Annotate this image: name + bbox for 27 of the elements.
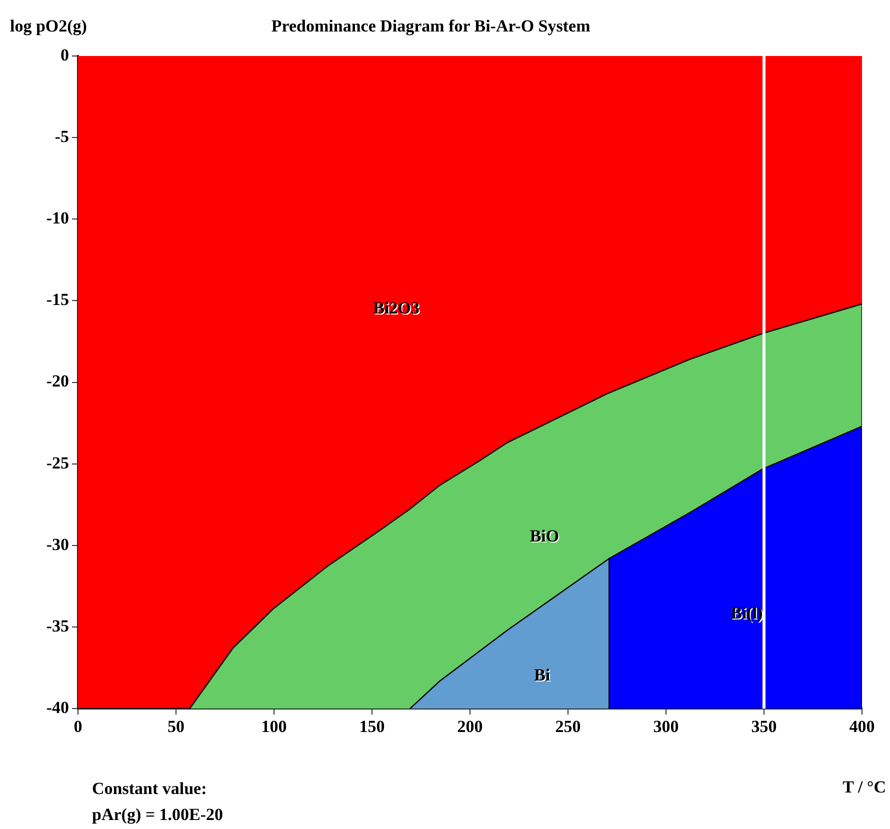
y-tick-label: -10: [46, 208, 69, 228]
x-tick-label: 100: [261, 717, 287, 736]
y-axis-title: log pO2(g): [10, 16, 87, 36]
text: Constant value:: [92, 778, 208, 800]
x-tick-label: 300: [653, 717, 679, 736]
y-tick-label: -5: [54, 126, 69, 146]
y-tick-label: -15: [46, 290, 69, 310]
text: pAr(g) = 1.00E-20: [92, 804, 224, 826]
annotation: Bi(l): [732, 604, 764, 624]
x-tick-label: 350: [751, 717, 777, 736]
y-tick-label: -20: [46, 372, 69, 391]
annotation: Bi2O3: [374, 300, 420, 319]
chart-title: Predominance Diagram for Bi-Ar-O System: [271, 16, 590, 36]
x-tick-label: 50: [168, 717, 184, 736]
x-tick-label: 200: [457, 717, 483, 736]
y-tick-label: -25: [46, 453, 69, 472]
y-tick-label: -30: [46, 534, 69, 554]
x-tick-label: 250: [555, 717, 581, 736]
annotation: Bi: [535, 666, 552, 686]
x-axis-title: T / °C: [842, 777, 886, 796]
y-tick-label: -35: [46, 616, 69, 636]
x-tick-label: 150: [359, 717, 385, 736]
y-tick-label: 0: [60, 45, 69, 64]
x-tick-label: 400: [849, 717, 875, 736]
annotation: BiO: [530, 527, 560, 546]
y-tick-label: -40: [46, 698, 69, 717]
x-tick-label: 0: [74, 717, 82, 736]
